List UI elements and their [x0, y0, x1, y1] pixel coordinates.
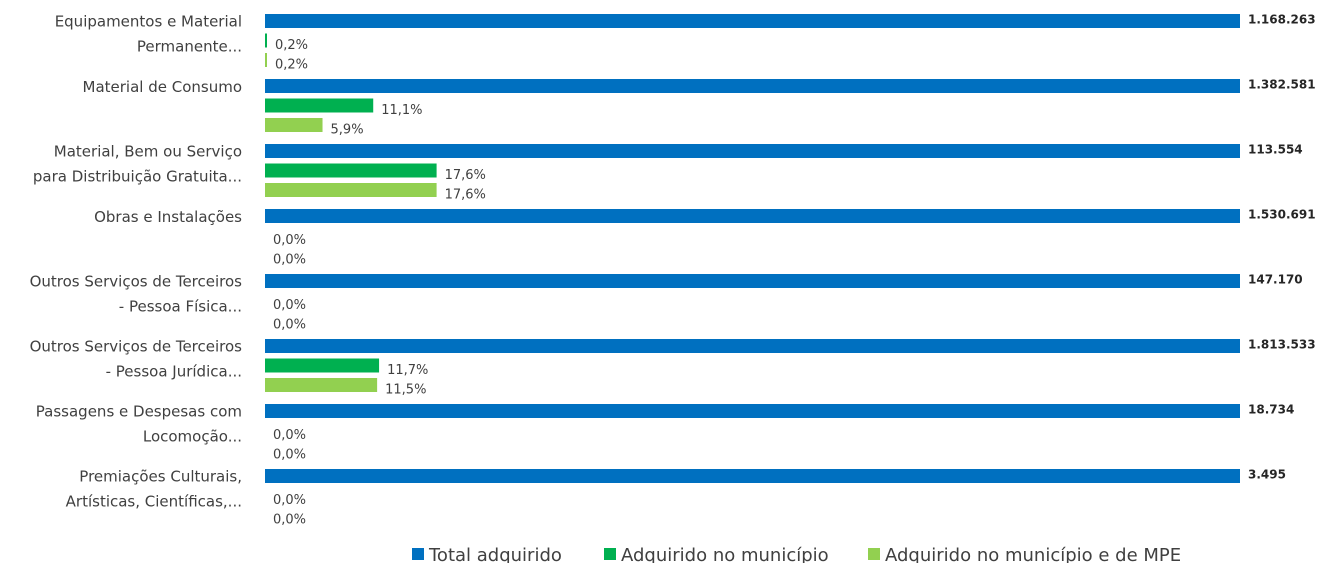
category-label: Premiações Culturais, Artísticas, Científ… — [66, 467, 242, 510]
bar — [265, 33, 267, 48]
value-label: 1.382.581 — [1248, 78, 1316, 92]
value-label: 0,0% — [273, 253, 306, 268]
value-label: 17,6% — [445, 168, 486, 183]
bar — [265, 339, 1240, 353]
category-label: Outros Serviços de Terceiros - Pessoa Fís… — [30, 272, 243, 315]
bar — [265, 358, 380, 373]
bar — [265, 404, 1240, 418]
legend-label: Adquirido no município — [621, 545, 829, 563]
value-label: 0,0% — [273, 233, 306, 248]
value-label: 0,0% — [273, 298, 306, 313]
category-label: Obras e Instalações — [94, 208, 242, 226]
value-label: 18.734 — [1248, 403, 1294, 417]
value-label: 0,0% — [273, 513, 306, 528]
bar — [265, 53, 267, 67]
legend-swatch — [604, 548, 616, 560]
value-label: 0,0% — [273, 428, 306, 443]
bar — [265, 274, 1240, 288]
value-label: 1.813.533 — [1248, 338, 1316, 352]
bar — [265, 209, 1240, 223]
legend-swatch — [412, 548, 424, 560]
value-label: 0,2% — [275, 58, 308, 73]
value-label: 3.495 — [1248, 468, 1286, 482]
bar — [265, 118, 323, 132]
value-label: 11,5% — [385, 383, 426, 398]
bar — [265, 163, 437, 178]
value-label: 0,2% — [275, 38, 308, 53]
value-label: 11,7% — [387, 363, 428, 378]
category-label: Material de Consumo — [83, 78, 243, 96]
value-label: 0,0% — [273, 448, 306, 463]
category-label: Equipamentos e Material Permanente... — [55, 12, 242, 55]
category-label: Passagens e Despesas com Locomoção... — [36, 402, 242, 445]
value-label: 17,6% — [445, 188, 486, 203]
value-label: 0,0% — [273, 318, 306, 333]
bar — [265, 79, 1240, 93]
legend-label: Adquirido no município e de MPE — [885, 545, 1181, 563]
bar — [265, 98, 374, 113]
bar — [265, 183, 437, 197]
value-label: 1.530.691 — [1248, 208, 1316, 222]
value-label: 147.170 — [1248, 273, 1303, 287]
value-label: 0,0% — [273, 493, 306, 508]
bar — [265, 144, 1240, 158]
value-label: 5,9% — [331, 123, 364, 138]
category-label: Outros Serviços de Terceiros - Pessoa Jur… — [30, 337, 243, 380]
bar — [265, 14, 1240, 28]
bar — [265, 469, 1240, 483]
category-label: Material, Bem ou Serviço para Distribuiçã… — [33, 142, 242, 185]
legend-swatch — [868, 548, 880, 560]
value-label: 113.554 — [1248, 143, 1303, 157]
legend-label: Total adquirido — [428, 545, 562, 563]
value-label: 11,1% — [381, 103, 422, 118]
bar — [265, 378, 378, 392]
value-label: 1.168.263 — [1248, 13, 1316, 27]
